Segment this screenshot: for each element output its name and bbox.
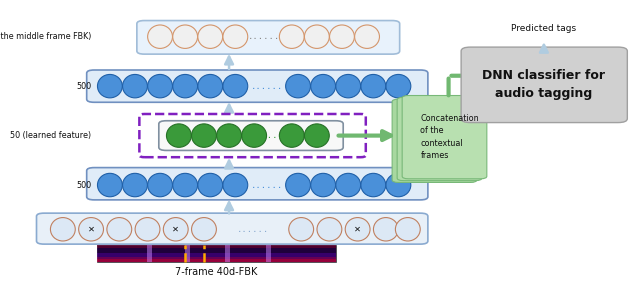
- Ellipse shape: [97, 173, 122, 197]
- Ellipse shape: [310, 74, 335, 98]
- Ellipse shape: [279, 124, 304, 147]
- FancyBboxPatch shape: [159, 121, 343, 150]
- Text: 7-frame 40d-FBK: 7-frame 40d-FBK: [175, 267, 258, 277]
- Text: 500: 500: [76, 82, 91, 91]
- Text: ......: ......: [248, 32, 280, 41]
- Ellipse shape: [216, 124, 241, 147]
- Text: ......: ......: [236, 225, 269, 234]
- Ellipse shape: [336, 74, 361, 98]
- Text: 500: 500: [76, 180, 91, 190]
- Text: Concatenation
of the
contextual
frames: Concatenation of the contextual frames: [420, 114, 479, 160]
- Bar: [97, 248, 336, 253]
- Ellipse shape: [148, 173, 173, 197]
- Ellipse shape: [386, 74, 411, 98]
- Ellipse shape: [51, 218, 76, 241]
- Bar: [97, 245, 336, 262]
- Ellipse shape: [135, 218, 160, 241]
- Ellipse shape: [345, 218, 370, 241]
- Text: ✕: ✕: [172, 225, 179, 234]
- Ellipse shape: [79, 218, 104, 241]
- Ellipse shape: [198, 25, 223, 48]
- Bar: [147, 245, 152, 262]
- Text: ......: ......: [251, 180, 283, 190]
- Bar: [185, 245, 190, 262]
- FancyBboxPatch shape: [392, 99, 477, 182]
- Ellipse shape: [336, 173, 361, 197]
- Ellipse shape: [285, 74, 310, 98]
- Text: ✕: ✕: [354, 225, 361, 234]
- Ellipse shape: [361, 173, 386, 197]
- Ellipse shape: [310, 173, 335, 197]
- Ellipse shape: [166, 124, 191, 147]
- Ellipse shape: [191, 218, 216, 241]
- Ellipse shape: [279, 25, 304, 48]
- Ellipse shape: [305, 25, 330, 48]
- Bar: [97, 253, 336, 257]
- Ellipse shape: [361, 74, 386, 98]
- Bar: [266, 245, 271, 262]
- Ellipse shape: [191, 124, 216, 147]
- Ellipse shape: [173, 173, 198, 197]
- Ellipse shape: [223, 25, 248, 48]
- Text: ......: ......: [251, 82, 283, 91]
- Ellipse shape: [242, 124, 267, 147]
- FancyBboxPatch shape: [86, 70, 428, 102]
- FancyBboxPatch shape: [461, 47, 627, 123]
- Ellipse shape: [173, 74, 198, 98]
- Ellipse shape: [122, 74, 147, 98]
- Ellipse shape: [305, 124, 330, 147]
- Ellipse shape: [198, 74, 223, 98]
- Ellipse shape: [396, 218, 420, 241]
- FancyBboxPatch shape: [397, 97, 482, 181]
- Ellipse shape: [285, 173, 310, 197]
- Bar: [97, 245, 336, 248]
- Ellipse shape: [386, 173, 411, 197]
- Ellipse shape: [373, 218, 398, 241]
- FancyBboxPatch shape: [36, 213, 428, 244]
- Bar: [225, 245, 230, 262]
- Ellipse shape: [163, 218, 188, 241]
- Bar: [97, 257, 336, 259]
- Ellipse shape: [148, 74, 173, 98]
- Text: Predicted tags: Predicted tags: [511, 24, 577, 33]
- Text: DNN classifier for
audio tagging: DNN classifier for audio tagging: [483, 69, 605, 100]
- Ellipse shape: [173, 25, 198, 48]
- Ellipse shape: [97, 74, 122, 98]
- Ellipse shape: [317, 218, 342, 241]
- Ellipse shape: [198, 173, 223, 197]
- Ellipse shape: [355, 25, 380, 48]
- Text: 50 (learned feature): 50 (learned feature): [10, 131, 91, 140]
- Ellipse shape: [223, 74, 248, 98]
- FancyBboxPatch shape: [402, 96, 487, 179]
- Ellipse shape: [148, 25, 173, 48]
- Ellipse shape: [223, 173, 248, 197]
- Text: ✕: ✕: [88, 225, 95, 234]
- Ellipse shape: [107, 218, 132, 241]
- Ellipse shape: [122, 173, 147, 197]
- Text: 40 (the middle frame FBK): 40 (the middle frame FBK): [0, 32, 91, 41]
- Ellipse shape: [289, 218, 314, 241]
- Text: ......: ......: [257, 131, 289, 140]
- FancyBboxPatch shape: [137, 21, 399, 54]
- Ellipse shape: [330, 25, 355, 48]
- Bar: [97, 259, 336, 262]
- FancyBboxPatch shape: [86, 168, 428, 200]
